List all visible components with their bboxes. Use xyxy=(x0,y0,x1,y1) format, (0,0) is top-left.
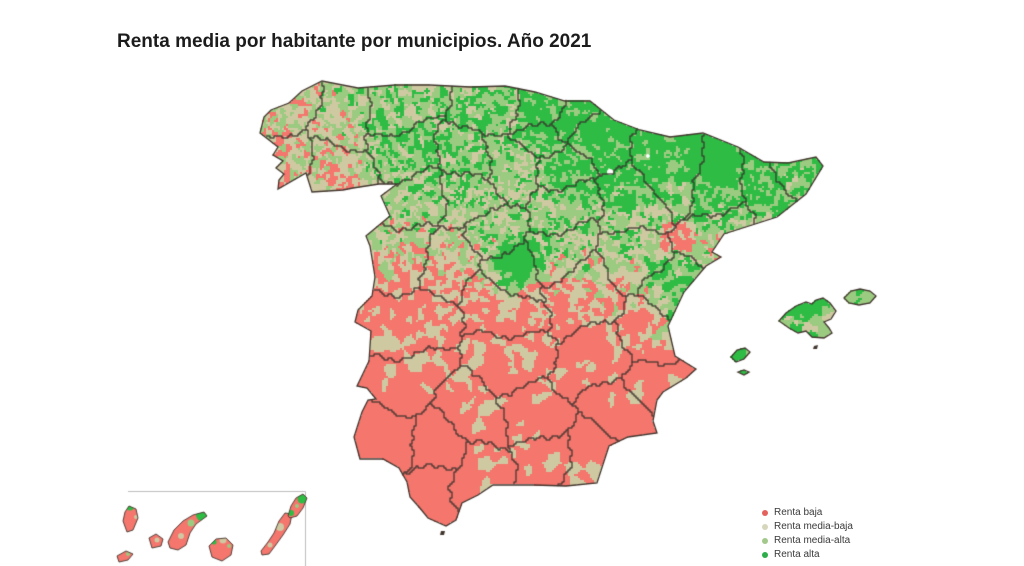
legend-dot-renta-baja xyxy=(762,510,768,516)
legend: Renta baja Renta media-baja Renta media-… xyxy=(762,506,853,562)
legend-dot-renta-media-baja xyxy=(762,524,768,530)
legend-item-renta-baja: Renta baja xyxy=(762,506,853,520)
legend-dot-renta-media-alta xyxy=(762,538,768,544)
legend-label-renta-media-alta: Renta media-alta xyxy=(774,535,851,546)
legend-dot-renta-alta xyxy=(762,552,768,558)
legend-label-renta-media-baja: Renta media-baja xyxy=(774,521,853,532)
legend-label-renta-alta: Renta alta xyxy=(774,549,820,560)
map-title: Renta media por habitante por municipios… xyxy=(117,31,592,52)
legend-item-renta-alta: Renta alta xyxy=(762,548,853,562)
legend-item-renta-media-baja: Renta media-baja xyxy=(762,520,853,534)
legend-item-renta-media-alta: Renta media-alta xyxy=(762,534,853,548)
legend-label-renta-baja: Renta baja xyxy=(774,507,823,518)
